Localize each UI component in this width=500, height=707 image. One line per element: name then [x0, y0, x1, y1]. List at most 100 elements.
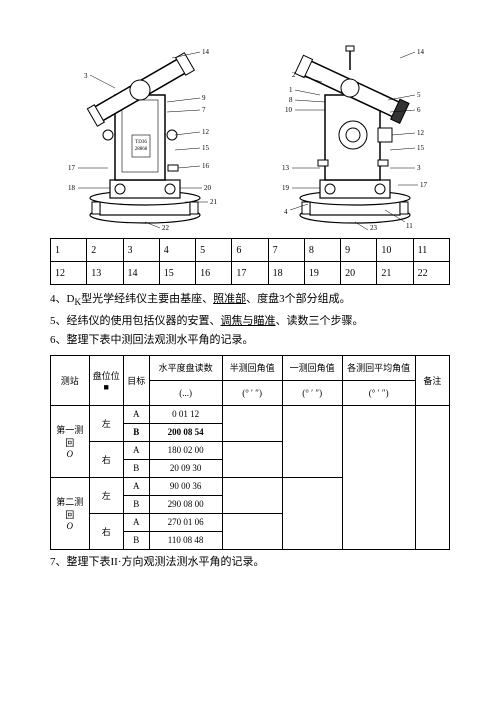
svg-text:12: 12: [417, 129, 425, 137]
th-half: 半测回角值: [222, 355, 282, 380]
td-half: [222, 513, 282, 549]
paragraph-4: 4、DK型光学经纬仪主要由基座、照准部、度盘3个部分组成。: [50, 291, 450, 310]
td-half: [222, 405, 282, 441]
svg-text:22: 22: [162, 224, 170, 230]
cell: 10: [377, 239, 413, 262]
td-notes: [415, 405, 449, 549]
cell: 19: [304, 262, 340, 285]
observation-table: 测站 盘位位■ 目标 水平度盘读数 半测回角值 一测回角值 各测回平均角值 备注…: [50, 355, 450, 550]
td-read: 90 00 36: [149, 477, 222, 495]
th-avg: 各测回平均角值: [342, 355, 415, 380]
svg-text:23: 23: [370, 224, 378, 230]
td-round: [282, 477, 342, 549]
td-half: [222, 441, 282, 477]
td-pos: 右: [89, 513, 123, 549]
th-unit: (° ′ ″): [282, 380, 342, 405]
svg-text:3: 3: [84, 72, 88, 80]
cell: 5: [196, 239, 232, 262]
svg-text:11: 11: [406, 222, 413, 230]
th-notes: 备注: [415, 355, 449, 405]
td-read: 200 08 54: [149, 423, 222, 441]
svg-text:10: 10: [285, 106, 293, 114]
svg-text:21: 21: [210, 198, 218, 206]
svg-text:4: 4: [284, 208, 288, 216]
cell: 11: [413, 239, 449, 262]
td-read: 110 08 48: [149, 531, 222, 549]
th-unit: (...): [149, 380, 222, 405]
th-round: 一测回角值: [282, 355, 342, 380]
th-target: 目标: [123, 355, 149, 405]
svg-text:15: 15: [202, 144, 210, 152]
cell: 13: [87, 262, 123, 285]
cell: 20: [341, 262, 377, 285]
cell: 22: [413, 262, 449, 285]
svg-text:17: 17: [68, 164, 76, 172]
svg-text:8: 8: [289, 96, 293, 104]
svg-text:6: 6: [417, 106, 421, 114]
td-read: 270 01 06: [149, 513, 222, 531]
td-target: B: [123, 423, 149, 441]
paragraph-7: 7、整理下表II·方向观测法测水平角的记录。: [50, 554, 450, 571]
td-read: 20 09 30: [149, 459, 222, 477]
svg-text:19: 19: [282, 184, 290, 192]
cell: 8: [304, 239, 340, 262]
svg-text:5: 5: [417, 91, 421, 99]
th-station: 测站: [51, 355, 90, 405]
svg-text:18: 18: [68, 184, 76, 192]
td-target: B: [123, 531, 149, 549]
cell: 21: [377, 262, 413, 285]
td-read: 180 02 00: [149, 441, 222, 459]
td-avg: [342, 405, 415, 549]
td-pos: 右: [89, 441, 123, 477]
cell: 4: [159, 239, 195, 262]
svg-text:2: 2: [292, 71, 296, 79]
th-unit: (° ′ ″): [342, 380, 415, 405]
svg-text:7: 7: [202, 106, 206, 114]
cell: 3: [123, 239, 159, 262]
paragraph-5: 5、经纬仪的使用包括仪器的安置、调焦与瞄准、读数三个步骤。: [50, 313, 450, 330]
th-pos: 盘位位■: [89, 355, 123, 405]
td-pos: 左: [89, 405, 123, 441]
td-read: 0 01 12: [149, 405, 222, 423]
td-target: A: [123, 477, 149, 495]
td-target: A: [123, 441, 149, 459]
cell: 9: [341, 239, 377, 262]
td-target: A: [123, 405, 149, 423]
td-round: [282, 405, 342, 477]
svg-text:13: 13: [282, 164, 290, 172]
svg-text:1: 1: [289, 86, 293, 94]
td-target: B: [123, 495, 149, 513]
cell: 14: [123, 262, 159, 285]
cell: 16: [196, 262, 232, 285]
cell: 17: [232, 262, 268, 285]
svg-text:15: 15: [417, 144, 425, 152]
td-station: 第二测回O: [51, 477, 90, 549]
theodolite-right: 2 1 8 10 13 19 4 14 5 6 12 15 3 17 11 23: [270, 40, 440, 230]
figure-row: TD36 28868 3 17 18 14 9 7 12 15 16: [50, 40, 450, 230]
parts-number-table: 1 2 3 4 5 6 7 8 9 10 11 12 13 14 15 16 1…: [50, 238, 450, 285]
cell: 6: [232, 239, 268, 262]
td-station: 第一测回O: [51, 405, 90, 477]
cell: 15: [159, 262, 195, 285]
svg-text:28868: 28868: [135, 147, 148, 152]
svg-text:14: 14: [417, 48, 425, 56]
td-target: B: [123, 459, 149, 477]
th-unit: (° ′ ″): [222, 380, 282, 405]
svg-text:17: 17: [420, 181, 428, 189]
th-reading: 水平度盘读数: [149, 355, 222, 380]
svg-text:20: 20: [204, 184, 212, 192]
svg-text:3: 3: [417, 164, 421, 172]
td-target: A: [123, 513, 149, 531]
cell: 7: [268, 239, 304, 262]
paragraph-6: 6、整理下表中测回法观测水平角的记录。: [50, 332, 450, 349]
td-read: 290 08 00: [149, 495, 222, 513]
td-half: [222, 477, 282, 513]
svg-text:14: 14: [202, 48, 210, 56]
svg-text:16: 16: [202, 162, 210, 170]
svg-text:12: 12: [202, 128, 210, 136]
svg-text:TD36: TD36: [135, 140, 147, 145]
cell: 12: [51, 262, 87, 285]
theodolite-left: TD36 28868 3 17 18 14 9 7 12 15 16: [60, 40, 230, 230]
svg-text:9: 9: [202, 94, 206, 102]
cell: 1: [51, 239, 87, 262]
